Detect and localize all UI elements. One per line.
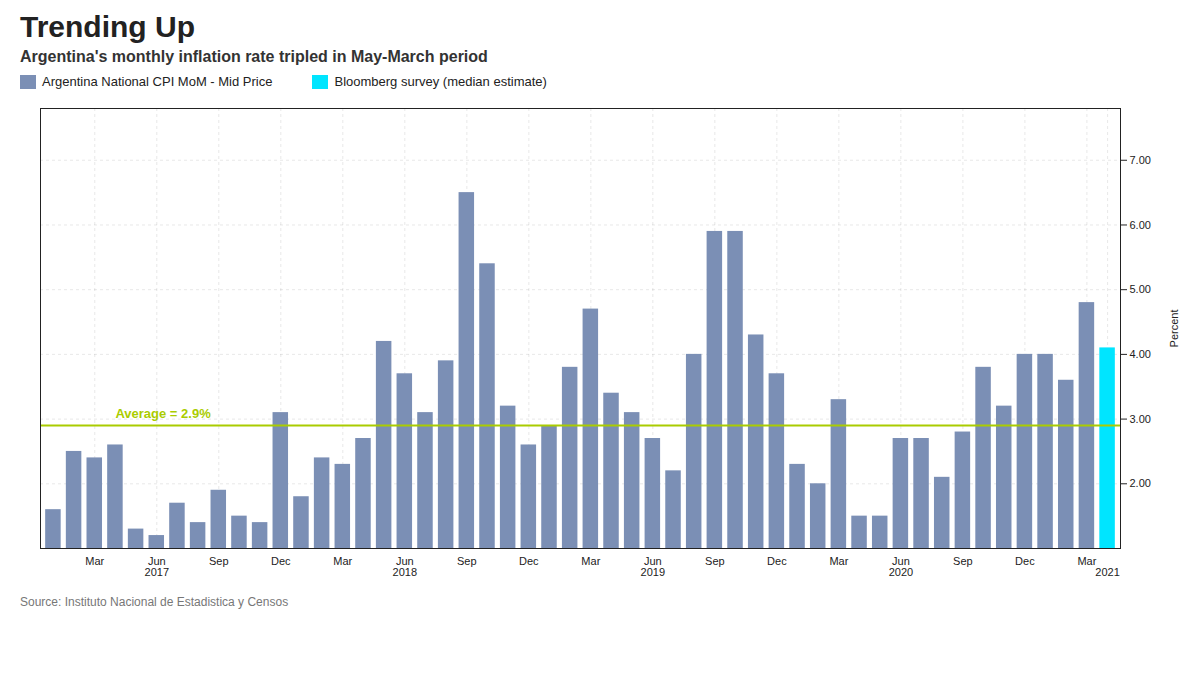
svg-text:Jun2020: Jun2020 [889,555,913,578]
svg-text:5.00: 5.00 [1130,283,1151,295]
svg-text:Dec: Dec [1015,555,1035,567]
svg-text:7.00: 7.00 [1130,154,1151,166]
svg-text:Jun2018: Jun2018 [393,555,417,578]
html-text:Argentina National CPI MoM - M: Argentina National CPI MoM - Mid Price [42,74,273,89]
svg-text:Percent: Percent [1168,310,1180,348]
html-text:Argentina's monthly inflation: Argentina's monthly inflation rate tripl… [20,48,488,65]
svg-text:Dec: Dec [767,555,787,567]
html-text:Source: Instituto Nacional de: Source: Instituto Nacional de Estadistic… [20,595,289,609]
svg-text:Sep: Sep [209,555,229,567]
svg-text:Mar: Mar [333,555,352,567]
svg-text:6.00: 6.00 [1130,218,1151,230]
html-text:Trending Up: Trending Up [20,10,195,43]
svg-text:Sep: Sep [457,555,477,567]
svg-text:Dec: Dec [519,555,539,567]
svg-text:2021: 2021 [1095,566,1119,578]
svg-text:Mar: Mar [829,555,848,567]
svg-text:Jun2019: Jun2019 [641,555,665,578]
svg-text:Jun2017: Jun2017 [145,555,169,578]
svg-text:4.00: 4.00 [1130,348,1151,360]
svg-text:Mar: Mar [581,555,600,567]
svg-text:3.00: 3.00 [1130,413,1151,425]
svg-text:Average = 2.9%: Average = 2.9% [115,406,211,421]
svg-text:Sep: Sep [705,555,725,567]
svg-text:Dec: Dec [271,555,291,567]
svg-text:Sep: Sep [953,555,973,567]
svg-text:Mar: Mar [1077,555,1096,567]
svg-text:Mar: Mar [85,555,104,567]
html-text:Bloomberg survey (median estim: Bloomberg survey (median estimate) [334,74,547,89]
svg-text:2.00: 2.00 [1130,477,1151,489]
